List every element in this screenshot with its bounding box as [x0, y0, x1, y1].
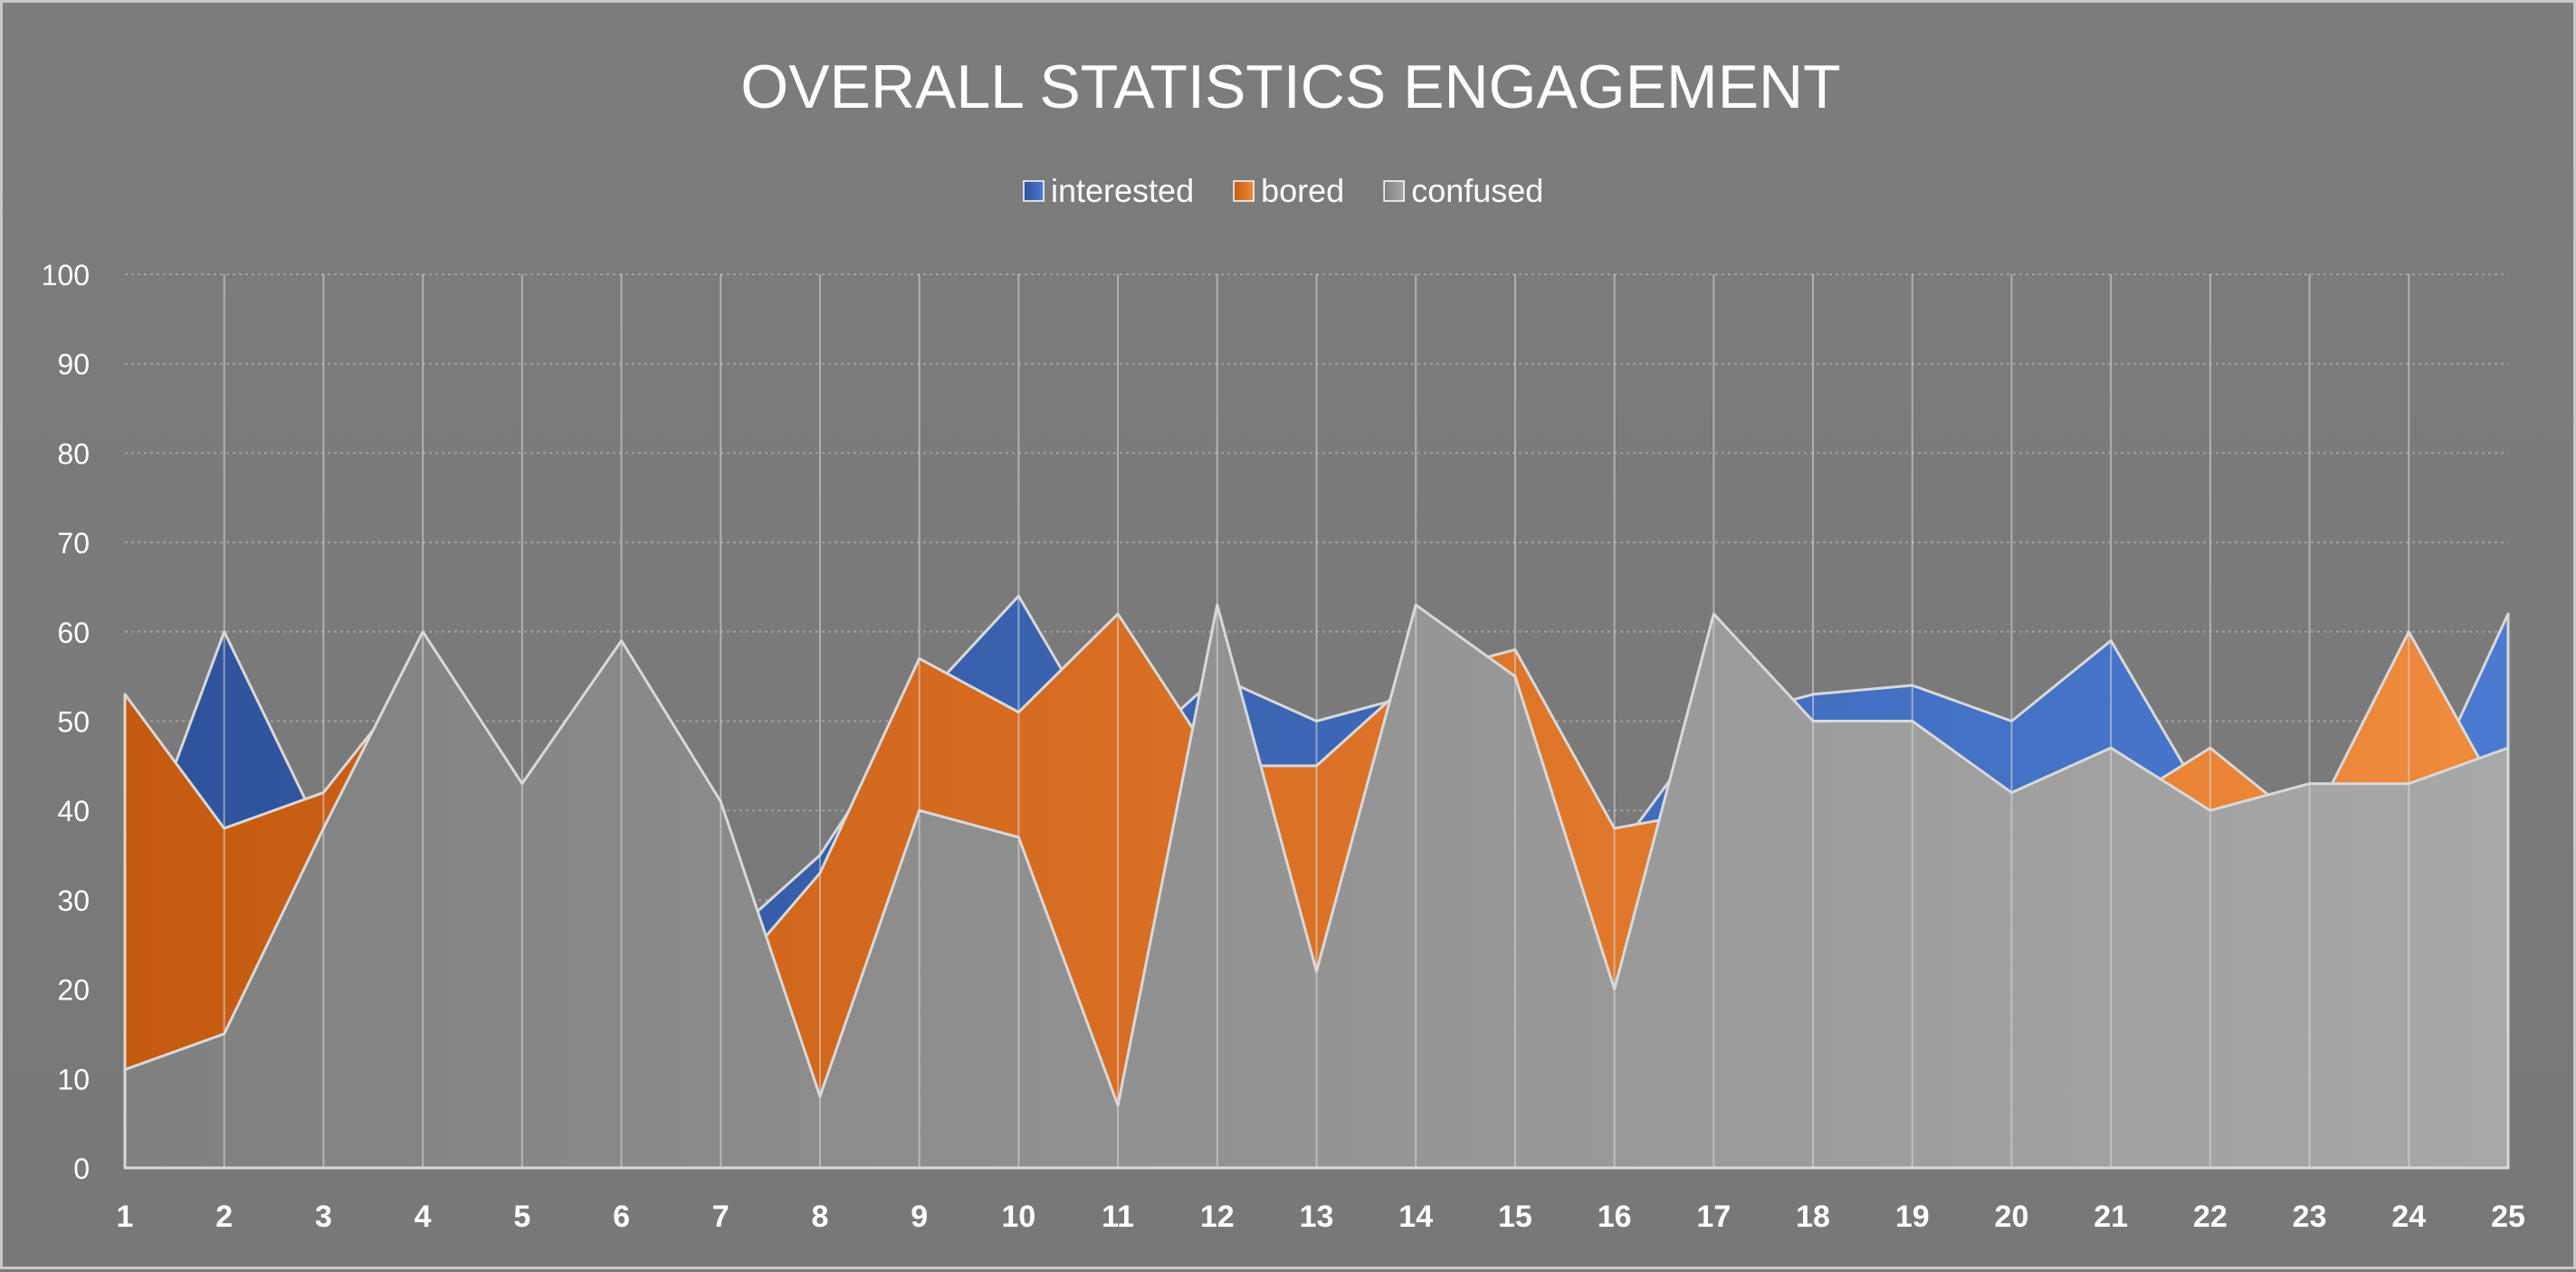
y-tick-label: 20 — [57, 974, 90, 1007]
x-tick-label: 20 — [1995, 1200, 2029, 1234]
y-tick-label: 40 — [57, 795, 90, 827]
legend-swatch — [1024, 181, 1044, 201]
x-tick-label: 11 — [1102, 1200, 1134, 1234]
legend-item-bored: bored — [1234, 172, 1344, 209]
legend-label: confused — [1411, 172, 1543, 209]
x-tick-label: 4 — [415, 1200, 432, 1234]
x-tick-label: 12 — [1200, 1200, 1235, 1234]
x-tick-label: 17 — [1696, 1200, 1731, 1234]
x-tick-label: 15 — [1498, 1200, 1532, 1234]
y-axis-ticks: 0 10 20 30 40 50 60 70 80 90 100 — [42, 259, 90, 1185]
legend-swatch — [1384, 181, 1404, 201]
x-tick-label: 24 — [2391, 1200, 2426, 1234]
area-chart: OVERALL STATISTICS ENGAGEMENT interested… — [3, 3, 2576, 1272]
chart-title: OVERALL STATISTICS ENGAGEMENT — [740, 53, 1840, 121]
x-tick-label: 5 — [513, 1200, 530, 1234]
y-tick-label: 90 — [57, 349, 90, 381]
legend-swatch — [1234, 181, 1254, 201]
y-tick-label: 10 — [57, 1063, 90, 1095]
y-tick-label: 0 — [73, 1152, 90, 1185]
x-tick-label: 7 — [712, 1200, 730, 1234]
y-tick-label: 50 — [57, 706, 90, 739]
y-tick-label: 60 — [57, 617, 90, 649]
x-tick-label: 14 — [1398, 1200, 1433, 1234]
x-tick-label: 13 — [1300, 1200, 1334, 1234]
x-tick-label: 25 — [2491, 1200, 2525, 1234]
x-tick-label: 10 — [1001, 1200, 1035, 1234]
legend-label: bored — [1261, 172, 1344, 209]
y-tick-label: 30 — [57, 885, 90, 917]
x-tick-label: 19 — [1895, 1200, 1930, 1234]
x-tick-label: 23 — [2293, 1200, 2327, 1234]
legend-item-confused: confused — [1384, 172, 1543, 209]
y-tick-label: 70 — [57, 527, 90, 559]
x-tick-label: 21 — [2094, 1200, 2128, 1234]
x-tick-label: 2 — [215, 1200, 233, 1234]
x-tick-label: 22 — [2193, 1200, 2228, 1234]
legend-label: interested — [1051, 172, 1194, 209]
y-tick-label: 100 — [42, 259, 90, 292]
y-tick-label: 80 — [57, 437, 90, 470]
chart-legend: interested bored confused — [1024, 172, 1543, 209]
x-tick-label: 9 — [911, 1200, 928, 1234]
x-tick-label: 1 — [117, 1200, 134, 1234]
x-tick-label: 6 — [613, 1200, 630, 1234]
x-tick-label: 18 — [1796, 1200, 1830, 1234]
x-tick-label: 3 — [315, 1200, 332, 1234]
legend-item-interested: interested — [1024, 172, 1194, 209]
x-tick-label: 16 — [1598, 1200, 1632, 1234]
x-tick-label: 8 — [811, 1200, 828, 1234]
